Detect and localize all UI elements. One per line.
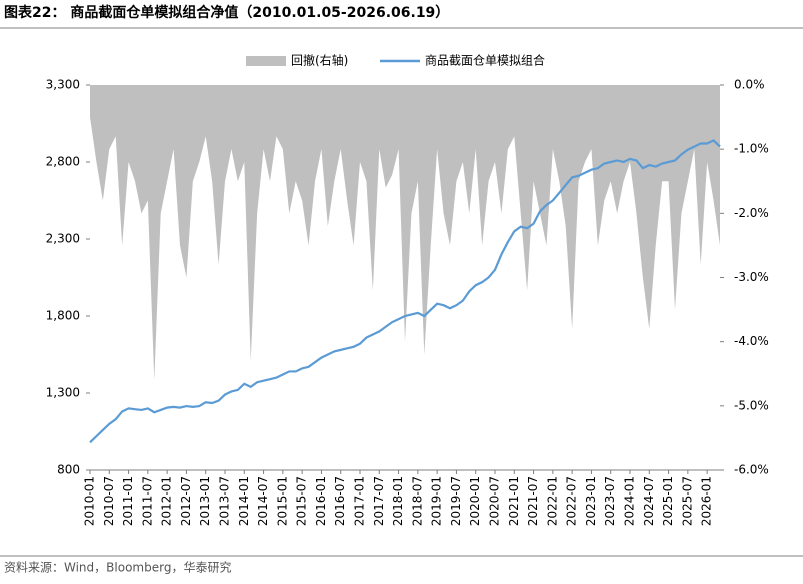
y2-tick-label: -2.0% (734, 206, 769, 220)
x-tick-label: 2010-01 (83, 476, 97, 526)
y-tick-label: 800 (57, 463, 80, 477)
y-tick-label: 3,300 (46, 78, 80, 92)
x-tick-label: 2014-01 (237, 476, 251, 526)
x-tick-label: 2021-01 (507, 476, 521, 526)
y2-tick-label: -4.0% (734, 334, 769, 348)
chart-title: 图表22： 商品截面仓单模拟组合净值（2010.01.05-2026.06.19… (4, 4, 449, 21)
x-tick-label: 2017-01 (353, 476, 367, 526)
y2-tick-label: -3.0% (734, 270, 769, 284)
x-tick-label: 2011-01 (121, 476, 135, 526)
x-tick-label: 2010-07 (102, 476, 116, 526)
y2-tick-label: -6.0% (734, 463, 769, 477)
source: 资料来源：Wind，Bloomberg，华泰研究 (4, 560, 231, 575)
x-tick-label: 2013-07 (218, 476, 232, 526)
x-tick-label: 2023-01 (584, 476, 598, 526)
y2-tick-label: -1.0% (734, 142, 769, 156)
x-tick-label: 2012-01 (160, 476, 174, 526)
x-tick-label: 2018-01 (391, 476, 405, 526)
y-tick-label: 1,300 (46, 386, 80, 400)
x-tick-label: 2012-07 (179, 476, 193, 526)
y2-tick-label: 0.0% (734, 78, 765, 92)
x-tick-label: 2018-07 (410, 476, 424, 526)
drawdown-area (90, 85, 720, 381)
y-tick-label: 1,800 (46, 309, 80, 323)
x-tick-label: 2024-01 (623, 476, 637, 526)
x-tick-label: 2011-07 (140, 476, 154, 526)
x-tick-label: 2016-01 (314, 476, 328, 526)
x-tick-label: 2026-01 (700, 476, 714, 526)
x-tick-label: 2019-07 (449, 476, 463, 526)
x-tick-label: 2017-07 (372, 476, 386, 526)
x-tick-label: 2022-07 (565, 476, 579, 526)
legend-label: 商品截面仓单模拟组合 (425, 53, 545, 68)
x-tick-label: 2015-01 (275, 476, 289, 526)
x-tick-label: 2021-07 (526, 476, 540, 526)
x-tick-label: 2019-01 (430, 476, 444, 526)
x-tick-label: 2020-07 (488, 476, 502, 526)
legend-label: 回撤(右轴) (291, 53, 348, 68)
x-tick-label: 2024-07 (642, 476, 656, 526)
x-tick-label: 2016-07 (333, 476, 347, 526)
y-tick-label: 2,300 (46, 232, 80, 246)
x-tick-label: 2015-07 (295, 476, 309, 526)
nav-line (89, 139, 721, 444)
y2-tick-label: -5.0% (734, 398, 769, 412)
y-tick-label: 2,800 (46, 155, 80, 169)
x-tick-label: 2014-07 (256, 476, 270, 526)
x-tick-label: 2020-01 (468, 476, 482, 526)
x-tick-label: 2013-01 (198, 476, 212, 526)
x-tick-label: 2022-01 (545, 476, 559, 526)
legend-swatch (246, 56, 286, 66)
x-tick-label: 2025-07 (680, 476, 694, 526)
x-tick-label: 2023-07 (603, 476, 617, 526)
x-tick-label: 2025-01 (661, 476, 675, 526)
